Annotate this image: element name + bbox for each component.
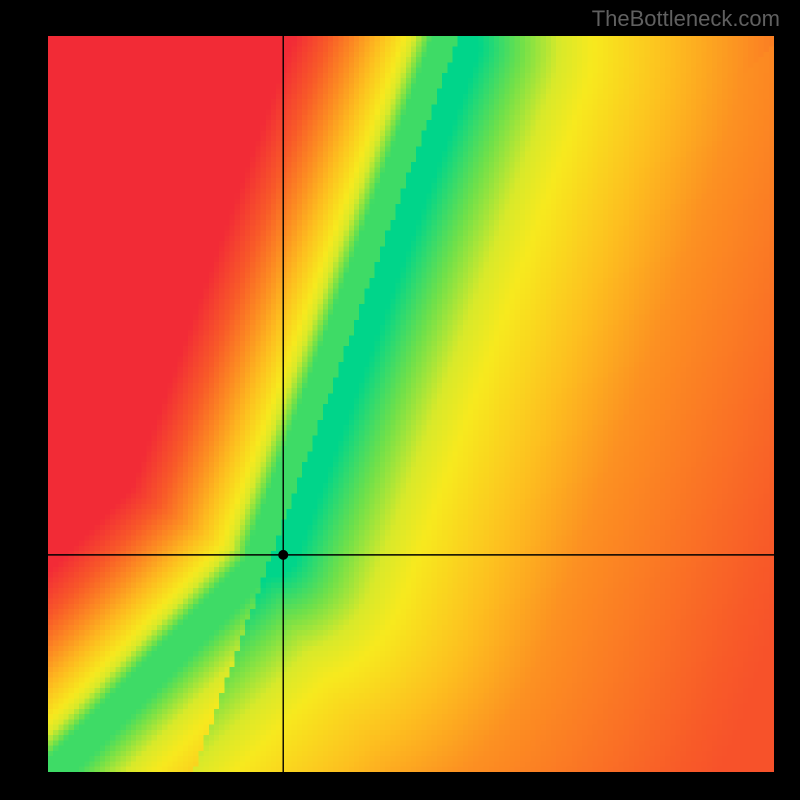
bottleneck-heatmap bbox=[48, 36, 774, 772]
watermark-text: TheBottleneck.com bbox=[592, 6, 780, 32]
